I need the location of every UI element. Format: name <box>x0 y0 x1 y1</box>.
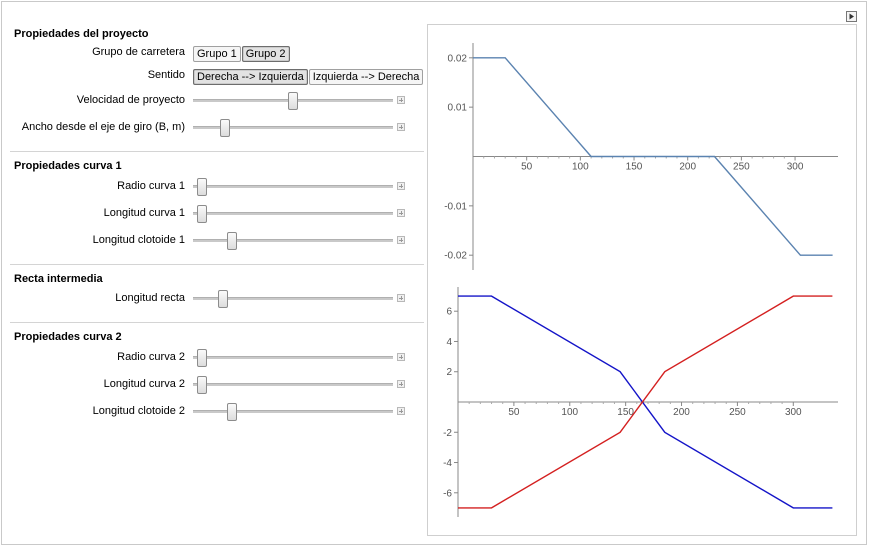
sentido-setter-bar: Derecha --> Izquierda Izquierda --> Dere… <box>193 69 424 85</box>
slider-track <box>193 297 393 300</box>
x-tick-label: 150 <box>617 407 634 418</box>
y-tick-label: -6 <box>443 488 452 499</box>
section-divider <box>10 264 424 265</box>
slider-thumb[interactable] <box>196 376 207 394</box>
slider-thumb[interactable] <box>196 349 207 367</box>
y-tick-label: 2 <box>446 367 452 378</box>
slider-thumb[interactable] <box>288 92 298 110</box>
clotoide2-label: Longitud clotoide 2 <box>92 405 185 417</box>
slider-track <box>193 356 393 359</box>
slider-track <box>193 239 393 242</box>
slider-thumb[interactable] <box>219 119 230 137</box>
ancho-label: Ancho desde el eje de giro (B, m) <box>21 121 185 133</box>
clotoide1-expand-icon[interactable] <box>397 236 405 244</box>
x-tick-label: 50 <box>521 162 533 173</box>
radio2-expand-icon[interactable] <box>397 353 405 361</box>
output-plot-panel: 50 100 150 200 250 300 0.02 0.01 -0.01 -0.02 50 100… <box>427 24 857 536</box>
grupo-label: Grupo de carretera <box>92 46 185 58</box>
clotoide2-slider[interactable] <box>193 403 393 421</box>
radio2-label: Radio curva 2 <box>117 351 185 363</box>
x-tick-label: 100 <box>561 407 578 418</box>
y-tick-label: 6 <box>446 307 452 318</box>
longitud2-label: Longitud curva 2 <box>103 378 185 390</box>
slider-track <box>193 212 393 215</box>
velocidad-slider[interactable] <box>193 92 393 110</box>
radio2-slider[interactable] <box>193 349 393 367</box>
ancho-expand-icon[interactable] <box>397 123 405 131</box>
section-divider <box>10 151 424 152</box>
play-icon <box>849 13 854 20</box>
x-tick-label: 250 <box>729 407 746 418</box>
slider-track <box>193 185 393 188</box>
slider-track <box>193 410 393 413</box>
panel-options-button[interactable] <box>846 11 857 22</box>
grupo-setter-bar: Grupo 1 Grupo 2 <box>193 46 291 62</box>
sentido-label: Sentido <box>147 69 185 81</box>
longitud1-slider[interactable] <box>193 205 393 223</box>
series-line-1-1 <box>458 295 833 509</box>
y-tick-label: -0.01 <box>444 201 467 212</box>
izquierda-derecha-button[interactable]: Izquierda --> Derecha <box>308 69 424 85</box>
y-tick-label: -2 <box>443 428 452 439</box>
recta-label: Longitud recta <box>115 292 185 304</box>
slider-track <box>193 126 393 129</box>
y-tick-label: 0.02 <box>448 53 468 64</box>
recta-expand-icon[interactable] <box>397 294 405 302</box>
x-tick-label: 250 <box>733 162 750 173</box>
x-tick-label: 100 <box>572 162 589 173</box>
section-title-proyecto: Propiedades del proyecto <box>14 28 149 40</box>
velocidad-label: Velocidad de proyecto <box>76 94 185 106</box>
slider-thumb[interactable] <box>196 178 207 196</box>
grupo-2-button[interactable]: Grupo 2 <box>241 46 290 62</box>
y-tick-label: -4 <box>443 458 452 469</box>
y-tick-label: 0.01 <box>448 103 468 114</box>
recta-slider[interactable] <box>193 290 393 308</box>
slider-thumb[interactable] <box>227 232 238 250</box>
section-title-curva2: Propiedades curva 2 <box>14 331 122 343</box>
derecha-izquierda-button[interactable]: Derecha --> Izquierda <box>193 69 308 85</box>
radio1-expand-icon[interactable] <box>397 182 405 190</box>
y-tick-label: -0.02 <box>444 251 467 262</box>
section-divider <box>10 322 424 323</box>
x-tick-label: 300 <box>787 162 804 173</box>
slider-thumb[interactable] <box>227 403 238 421</box>
slider-thumb[interactable] <box>217 290 228 308</box>
grupo-1-button[interactable]: Grupo 1 <box>193 46 241 62</box>
y-tick-label: 4 <box>446 337 452 348</box>
x-tick-label: 200 <box>679 162 696 173</box>
radio1-label: Radio curva 1 <box>117 180 185 192</box>
longitud1-label: Longitud curva 1 <box>103 207 185 219</box>
clotoide1-slider[interactable] <box>193 232 393 250</box>
longitud2-slider[interactable] <box>193 376 393 394</box>
section-title-curva1: Propiedades curva 1 <box>14 160 122 172</box>
x-tick-label: 50 <box>508 407 520 418</box>
clotoide1-label: Longitud clotoide 1 <box>92 234 185 246</box>
slider-thumb[interactable] <box>196 205 207 223</box>
clotoide2-expand-icon[interactable] <box>397 407 405 415</box>
longitud2-expand-icon[interactable] <box>397 380 405 388</box>
radio1-slider[interactable] <box>193 178 393 196</box>
x-tick-label: 150 <box>626 162 643 173</box>
velocidad-expand-icon[interactable] <box>397 96 405 104</box>
x-tick-label: 300 <box>785 407 802 418</box>
section-title-recta: Recta intermedia <box>14 273 103 285</box>
plots-svg: 50 100 150 200 250 300 0.02 0.01 -0.01 -0.02 50 100… <box>443 43 838 517</box>
slider-track <box>193 383 393 386</box>
x-tick-label: 200 <box>673 407 690 418</box>
series-line-0-0 <box>473 57 833 256</box>
longitud1-expand-icon[interactable] <box>397 209 405 217</box>
ancho-slider[interactable] <box>193 119 393 137</box>
